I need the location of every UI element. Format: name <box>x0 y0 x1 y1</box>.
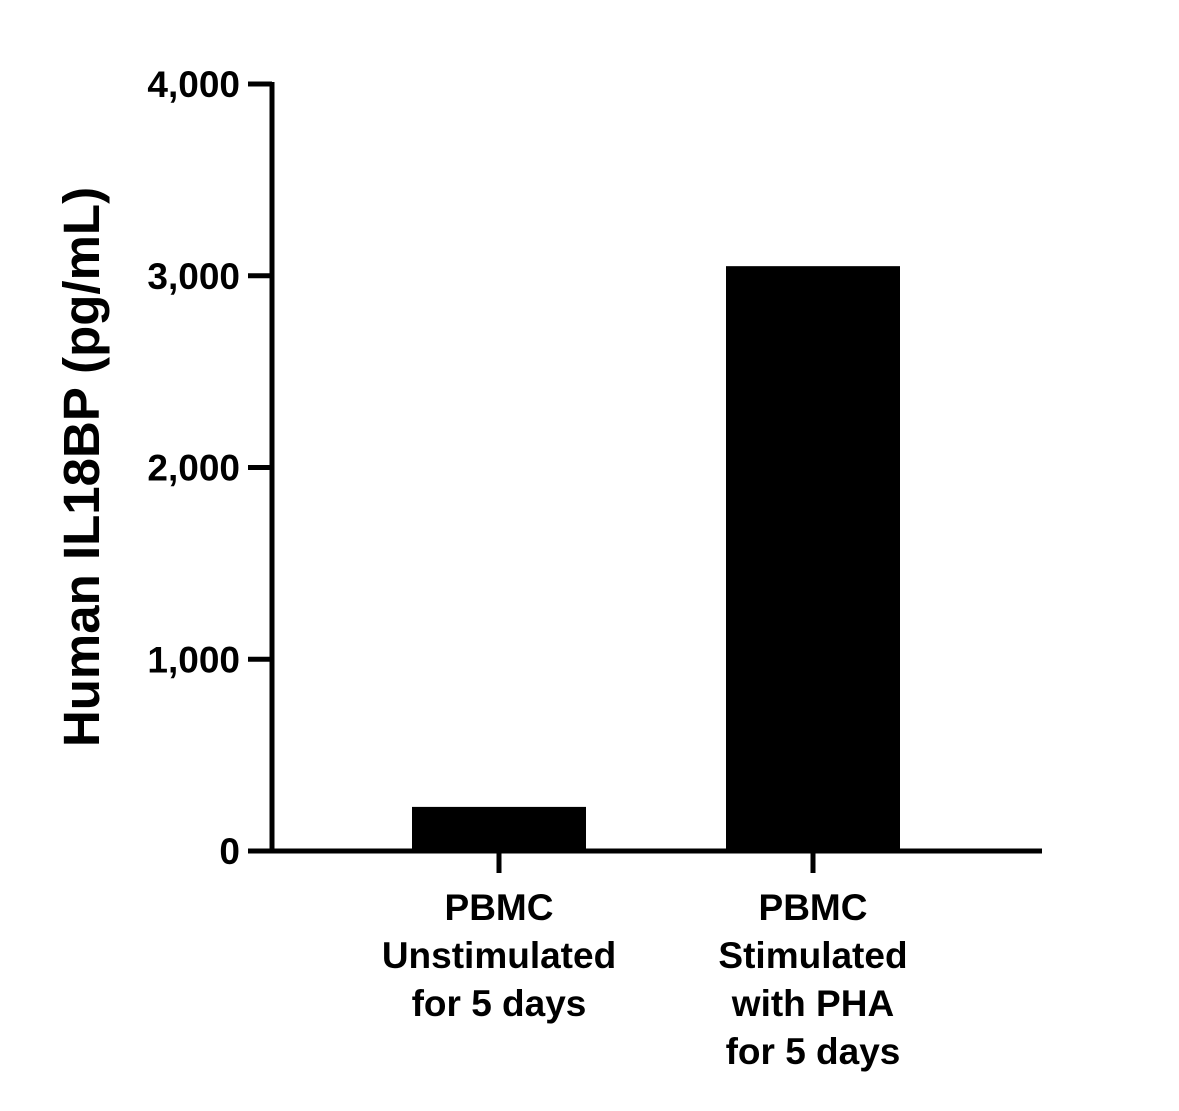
x-tick-label-line: PBMC <box>445 887 554 928</box>
bar <box>412 806 586 851</box>
bars-layer <box>412 266 900 852</box>
x-tick-label-line: for 5 days <box>412 983 587 1024</box>
x-tick-label: PBMC Unstimulated for 5 days <box>382 887 616 1024</box>
x-tick-label: PBMC Stimulated with PHA for 5 days <box>718 887 907 1072</box>
x-tick-label-line: PBMC <box>759 887 868 928</box>
x-tick-label-line: for 5 days <box>726 1031 901 1072</box>
x-tick-label-line: with PHA <box>731 983 894 1024</box>
y-axis-title: Human IL18BP (pg/mL) <box>53 187 110 747</box>
x-tick-label-line: Unstimulated <box>382 935 616 976</box>
y-tick-label: 3,000 <box>147 256 240 297</box>
y-tick-label: 2,000 <box>147 448 240 489</box>
x-tick-label-line: Stimulated <box>718 935 907 976</box>
y-tick-label: 1,000 <box>147 639 240 680</box>
y-tick-label: 4,000 <box>147 64 240 105</box>
bar <box>726 266 900 852</box>
axes-layer <box>248 81 1042 873</box>
y-tick-label: 0 <box>219 831 240 872</box>
y-tick-labels: 0 1,000 2,000 3,000 4,000 <box>147 64 240 872</box>
x-tick-labels: PBMC Unstimulated for 5 days PBMC Stimulated… <box>382 887 908 1072</box>
